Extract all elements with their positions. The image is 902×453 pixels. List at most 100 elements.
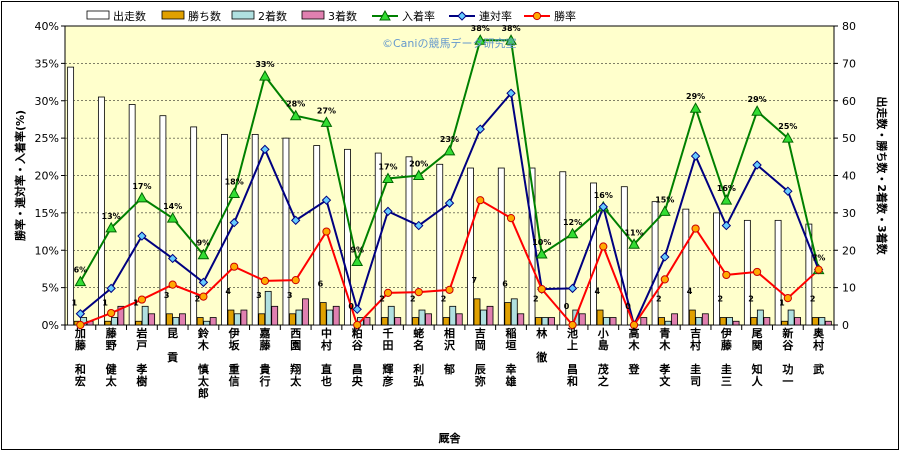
bar-出走数 [713,212,720,326]
data-label-勝率: 6 [502,280,508,289]
marker-入着率 [228,187,241,198]
data-label-勝率: 4 [687,287,693,296]
left-tick-label: 15% [35,207,59,220]
marker-入着率 [474,34,487,45]
marker-連対率 [598,202,609,212]
marker-入着率 [658,205,671,216]
marker-勝率 [568,320,577,330]
data-label-入着率: 20% [409,160,428,169]
data-label-入着率: 15% [655,195,674,204]
marker-連対率 [690,151,701,161]
marker-入着率 [289,109,302,121]
bar-勝ち数 [781,320,789,326]
category-label: 藤野 健太 [105,326,118,388]
bar-勝ち数 [688,309,696,326]
data-label-勝率: 0 [625,302,631,311]
left-tick-label: 30% [35,95,59,108]
data-label-入着率: 38% [501,24,520,33]
bar-3着数 [824,320,832,326]
bar-出走数 [467,167,474,326]
marker-勝率 [383,288,393,297]
bar-2着数 [541,317,549,326]
bar-出走数 [774,219,782,326]
marker-勝率 [199,292,208,301]
right-tick-label: 40 [842,170,856,183]
marker-連対率 [198,277,209,288]
legend-swatch-勝ち数 [161,10,185,20]
marker-勝率 [783,293,792,303]
marker-入着率 [628,238,640,249]
bar-3着数 [732,320,740,326]
marker-入着率 [689,102,702,113]
marker-入着率 [751,105,763,116]
data-label-入着率: 17% [132,182,151,191]
left-tick-label: 25% [35,132,59,145]
bar-2着数 [449,305,457,326]
data-label-勝率: 1 [102,298,108,307]
bar-出走数 [67,66,75,326]
marker-勝率 [322,227,331,236]
legend-swatch-出走数 [86,10,110,20]
x-axis-title: 厩舎 [439,431,462,445]
data-label-入着率: 10% [532,238,551,247]
bar-3着数 [701,313,709,326]
marker-入着率 [105,221,117,233]
bar-3着数 [332,305,340,326]
marker-連対率 [106,283,116,294]
marker-勝率 [629,320,639,330]
data-label-入着率: 29% [748,95,767,104]
marker-連対率 [752,160,762,170]
legend-swatch-3着数 [301,10,325,20]
bar-2着数 [295,309,303,326]
marker-連対率 [506,88,516,98]
category-label: 青木 孝文 [658,326,671,388]
data-label-入着率: 17% [378,162,397,171]
bar-3着数 [425,313,432,326]
marker-勝率 [414,288,423,297]
marker-連対率 [137,231,147,241]
bar-3着数 [209,317,217,326]
marker-連対率 [75,309,86,319]
data-label-入着率: 16% [717,184,736,193]
bar-勝ち数 [412,317,419,326]
bar-勝ち数 [381,317,389,326]
marker-連対率 [414,220,424,231]
bar-2着数 [326,309,334,326]
data-label-入着率: 6% [74,266,88,275]
right-tick-label: 10 [842,282,856,295]
bar-勝ち数 [596,309,604,326]
legend-label-連対率: 連対率 [479,9,512,23]
watermark: ©Caniの競馬データ研究室 [382,36,516,50]
right-tick-label: 20 [842,244,856,257]
left-axis-title: 勝率・連対率・入着率(%) [13,110,27,241]
data-label-勝率: 4 [225,287,231,296]
left-tick-label: 0% [42,319,59,332]
marker-連対率 [260,144,270,155]
category-label: 西園 翔太 [289,327,302,388]
bar-勝ち数 [289,313,296,326]
bar-出走数 [682,208,690,326]
bar-2着数 [203,320,211,326]
bar-出走数 [128,104,136,326]
category-label: 小島 茂之 [597,326,609,388]
bar-出走数 [282,137,290,326]
marker-入着率 [412,169,425,180]
marker-勝率 [137,295,146,304]
data-label-入着率: 11% [624,228,643,237]
bar-出走数 [405,156,413,326]
bar-出走数 [497,167,505,326]
marker-連対率 [383,206,393,217]
marker-勝率 [445,285,454,294]
data-label-勝率: 2 [533,295,539,304]
category-label: 新谷 功一 [782,326,794,388]
category-label: 加藤 和宏 [74,326,87,388]
right-axis-title: 出走数・勝ち数・2着数・3着数 [875,96,889,255]
bar-勝ち数 [658,317,665,326]
right-tick-label: 30 [842,207,856,220]
right-tick-label: 70 [842,57,856,70]
data-label-勝率: 2 [379,295,385,304]
legend-label-勝率: 勝率 [554,9,576,23]
bar-3着数 [794,317,802,326]
marker-勝率 [537,285,546,294]
